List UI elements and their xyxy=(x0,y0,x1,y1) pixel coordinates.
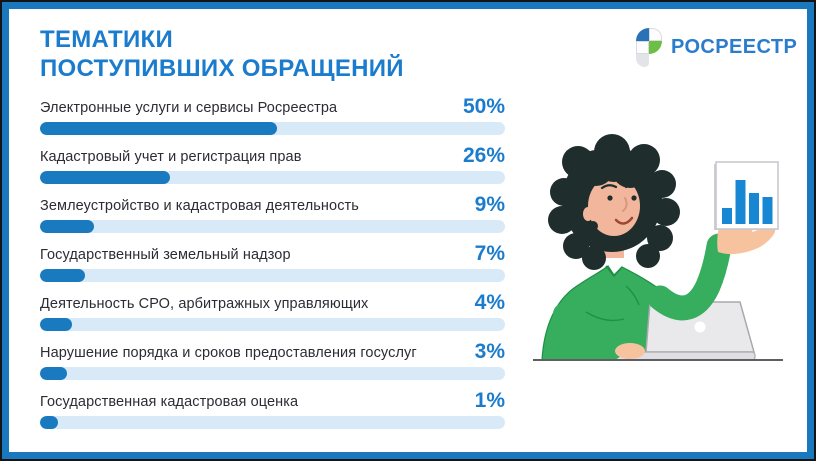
chart-row-head: Государственный земельный надзор 7% xyxy=(40,242,505,265)
topics-bar-chart: Электронные услуги и сервисы Росреестра … xyxy=(40,95,505,440)
category-label: Электронные услуги и сервисы Росреестра xyxy=(40,100,338,116)
logo-white-square-mid xyxy=(636,41,649,54)
category-label: Государственная кадастровая оценка xyxy=(40,394,299,410)
bar-fill xyxy=(40,367,68,380)
value-label: 3% xyxy=(474,340,505,363)
bar-fill xyxy=(40,122,278,135)
eyebrows xyxy=(600,183,642,190)
bar-track xyxy=(40,220,505,233)
rosreestr-logo: РОСРЕЕСТР xyxy=(636,28,797,67)
rosreestr-logo-text: РОСРЕЕСТР xyxy=(671,36,798,58)
chart-row-head: Кадастровый учет и регистрация прав 26% xyxy=(40,144,505,167)
face xyxy=(588,176,640,236)
chart-row: Нарушение порядка и сроков предоставлени… xyxy=(40,340,505,380)
bar-fill xyxy=(40,318,72,331)
left-arm xyxy=(553,303,623,360)
logo-blue-square xyxy=(636,28,649,41)
category-label: Деятельность СРО, арбитражных управляющи… xyxy=(40,296,369,312)
category-label: Государственный земельный надзор xyxy=(40,247,291,263)
chart-row-head: Деятельность СРО, арбитражных управляющи… xyxy=(40,291,505,314)
value-label: 9% xyxy=(474,193,505,216)
right-arm xyxy=(647,233,732,321)
value-label: 26% xyxy=(462,144,505,167)
category-label: Землеустройство и кадастровая деятельнос… xyxy=(40,198,359,214)
category-label: Нарушение порядка и сроков предоставлени… xyxy=(40,345,417,361)
chart-row: Электронные услуги и сервисы Росреестра … xyxy=(40,95,505,135)
bar-fill xyxy=(40,416,59,429)
value-label: 4% xyxy=(474,291,505,314)
chart-row: Деятельность СРО, арбитражных управляющи… xyxy=(40,291,505,331)
chart-row-head: Государственная кадастровая оценка 1% xyxy=(40,389,505,412)
left-eye xyxy=(607,195,613,201)
illustration-woman-presenting xyxy=(533,134,783,361)
woman-head xyxy=(548,134,680,270)
chart-row-head: Нарушение порядка и сроков предоставлени… xyxy=(40,340,505,363)
chart-row: Государственный земельный надзор 7% xyxy=(40,242,505,282)
page-title-line1: ТЕМАТИКИ xyxy=(40,26,174,53)
mini-chart-card xyxy=(714,161,779,230)
bar-track xyxy=(40,318,505,331)
bar-track xyxy=(40,122,505,135)
bar-fill xyxy=(40,171,170,184)
shirt-collar xyxy=(605,265,623,278)
bar-fill xyxy=(40,220,95,233)
chart-row: Кадастровый учет и регистрация прав 26% xyxy=(40,144,505,184)
mouth xyxy=(614,216,634,225)
chart-row: Землеустройство и кадастровая деятельнос… xyxy=(40,193,505,233)
bar-track xyxy=(40,171,505,184)
rosreestr-logo-icon xyxy=(636,28,662,67)
page-title: ТЕМАТИКИ ПОСТУПИВШИХ ОБРАЩЕНИЙ xyxy=(40,25,404,83)
chart-row-head: Землеустройство и кадастровая деятельнос… xyxy=(40,193,505,216)
logo-white-square-top xyxy=(649,28,662,41)
value-label: 1% xyxy=(474,389,505,412)
nose xyxy=(622,197,628,212)
right-eye xyxy=(631,195,637,201)
earring xyxy=(588,221,598,231)
bar-fill xyxy=(40,269,86,282)
chart-row: Государственная кадастровая оценка 1% xyxy=(40,389,505,429)
value-label: 7% xyxy=(474,242,505,265)
bar-track xyxy=(40,269,505,282)
chart-row-head: Электронные услуги и сервисы Росреестра … xyxy=(40,95,505,118)
logo-gray-square xyxy=(636,54,649,67)
bar-track xyxy=(40,367,505,380)
left-hand xyxy=(615,343,645,359)
laptop-logo-dot xyxy=(694,321,706,333)
page-title-line2: ПОСТУПИВШИХ ОБРАЩЕНИЙ xyxy=(40,55,404,82)
value-label: 50% xyxy=(462,95,505,118)
mini-chart-bars xyxy=(722,180,773,224)
hair-fringe xyxy=(578,142,648,188)
logo-green-square xyxy=(649,41,662,54)
bar-track xyxy=(40,416,505,429)
category-label: Кадастровый учет и регистрация прав xyxy=(40,149,302,165)
